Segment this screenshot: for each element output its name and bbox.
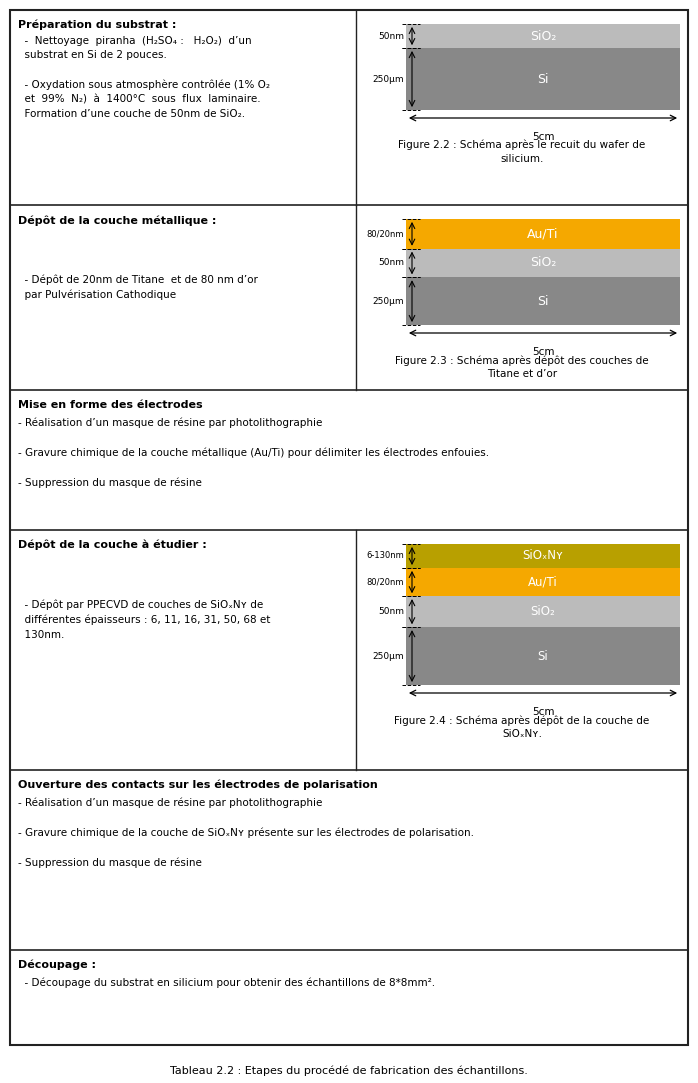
Text: - Dépôt par PPECVD de couches de SiOₓNʏ de
  différentes épaisseurs : 6, 11, 16,: - Dépôt par PPECVD de couches de SiOₓNʏ …: [18, 556, 270, 640]
Text: 6-130nm: 6-130nm: [366, 551, 404, 561]
Bar: [406, 219, 680, 249]
Text: 250μm: 250μm: [372, 297, 404, 305]
Text: Au/Ti: Au/Ti: [528, 575, 558, 588]
Text: Si: Si: [537, 73, 549, 86]
Text: Dépôt de la couche à étudier :: Dépôt de la couche à étudier :: [18, 540, 207, 550]
Text: - Réalisation d’un masque de résine par photolithographie

- Gravure chimique de: - Réalisation d’un masque de résine par …: [18, 798, 474, 867]
Text: - Réalisation d’un masque de résine par photolithographie

- Gravure chimique de: - Réalisation d’un masque de résine par …: [18, 418, 489, 487]
Text: SiOₓNʏ: SiOₓNʏ: [522, 549, 563, 562]
Text: SiO₂: SiO₂: [530, 605, 556, 618]
Text: Figure 2.4 : Schéma après dépôt de la couche de
SiOₓNʏ.: Figure 2.4 : Schéma après dépôt de la co…: [394, 715, 650, 739]
Text: - Dépôt de 20nm de Titane  et de 80 nm d’or
  par Pulvérisation Cathodique: - Dépôt de 20nm de Titane et de 80 nm d’…: [18, 231, 258, 300]
Bar: [406, 48, 680, 110]
Bar: [406, 567, 680, 596]
Text: 50nm: 50nm: [378, 608, 404, 616]
Text: 50nm: 50nm: [378, 31, 404, 40]
Bar: [406, 596, 680, 627]
Text: 80/20nm: 80/20nm: [366, 230, 404, 238]
Text: Mise en forme des électrodes: Mise en forme des électrodes: [18, 400, 202, 410]
Text: -  Nettoyage  piranha  (H₂SO₄ :   H₂O₂)  d’un
  substrat en Si de 2 pouces.

  -: - Nettoyage piranha (H₂SO₄ : H₂O₂) d’un …: [18, 36, 270, 119]
Text: 5cm: 5cm: [532, 132, 554, 142]
Bar: [406, 249, 680, 277]
Text: Si: Si: [537, 650, 549, 663]
Text: Préparation du substrat :: Préparation du substrat :: [18, 19, 177, 30]
Text: 250μm: 250μm: [372, 75, 404, 83]
Text: 5cm: 5cm: [532, 707, 554, 717]
Text: 50nm: 50nm: [378, 259, 404, 268]
Text: SiO₂: SiO₂: [530, 29, 556, 42]
Text: Découpage :: Découpage :: [18, 960, 96, 970]
Text: Dépôt de la couche métallique :: Dépôt de la couche métallique :: [18, 216, 216, 225]
Text: 5cm: 5cm: [532, 347, 554, 357]
Text: Figure 2.3 : Schéma après dépôt des couches de
Titane et d’or: Figure 2.3 : Schéma après dépôt des couc…: [395, 355, 649, 379]
Bar: [406, 24, 680, 48]
Text: 250μm: 250μm: [372, 652, 404, 661]
Text: Si: Si: [537, 295, 549, 308]
Text: Ouverture des contacts sur les électrodes de polarisation: Ouverture des contacts sur les électrode…: [18, 780, 378, 791]
Bar: [406, 277, 680, 325]
Bar: [406, 627, 680, 686]
Text: - Découpage du substrat en silicium pour obtenir des échantillons de 8*8mm².: - Découpage du substrat en silicium pour…: [18, 978, 435, 989]
Text: Tableau 2.2 : Etapes du procédé de fabrication des échantillons.: Tableau 2.2 : Etapes du procédé de fabri…: [170, 1065, 528, 1075]
Text: SiO₂: SiO₂: [530, 257, 556, 270]
Text: Au/Ti: Au/Ti: [527, 227, 559, 240]
Text: Figure 2.2 : Schéma après le recuit du wafer de
silicium.: Figure 2.2 : Schéma après le recuit du w…: [399, 140, 646, 164]
Text: 80/20nm: 80/20nm: [366, 577, 404, 587]
Bar: [406, 544, 680, 567]
